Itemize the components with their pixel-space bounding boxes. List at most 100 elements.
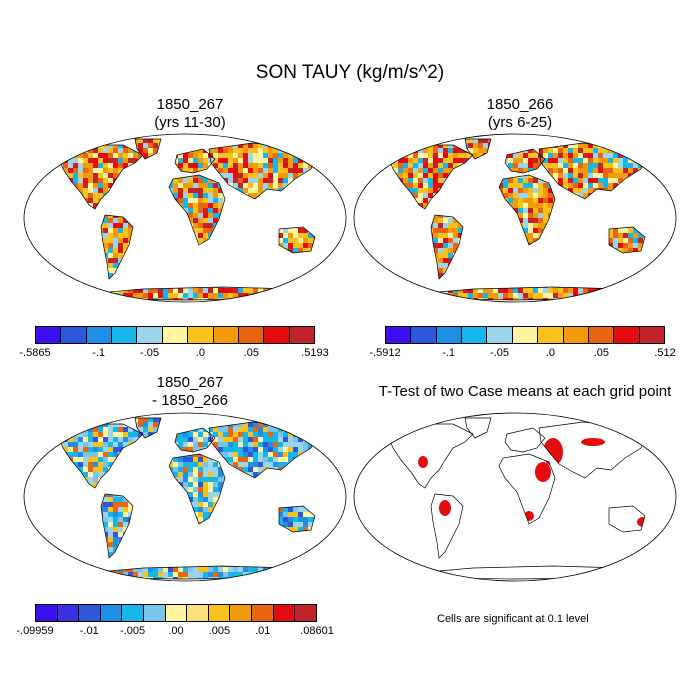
coastline [608,505,646,533]
colorbar-box [144,605,166,621]
colorbar-tick-label: .5193 [301,347,329,359]
colorbar-box [487,327,513,343]
colorbar-tick-label: .08601 [300,625,334,637]
panel-title-line2: - 1850_266 [152,392,228,409]
figure-title: SON TAUY (kg/m/s^2) [255,62,445,83]
colorbar-box [538,327,564,343]
colorbar-box [639,327,664,343]
panel-title-line2: (yrs 6-25) [487,114,553,131]
significant-cells [535,462,551,482]
colorbar-tick-label: .00 [168,625,184,637]
map-ttest [353,412,677,582]
map-difference [23,412,347,582]
coastline [58,144,144,210]
colorbar-box [213,327,239,343]
colorbar-tick-label: .01 [255,625,271,637]
colorbar-tick-label: .512 [654,347,676,359]
colorbar-boxes [35,326,315,344]
coastline [100,493,134,559]
colorbar-box [162,327,189,343]
colorbar-tick-label: .0 [545,347,556,359]
colorbar-box [252,605,274,621]
coastline [134,138,162,160]
colorbar-box [79,605,101,621]
colorbar-box [462,327,488,343]
colorbar-box [208,605,231,621]
colorbar-tick-label: -.1 [442,347,456,359]
colorbar-tick-label: -.05 [490,347,510,359]
colorbar-tick-label: .0 [195,347,206,359]
coastline [58,423,144,489]
panel-title-difference: 1850_267 - 1850_266 [25,374,355,410]
coastline [168,174,226,246]
colorbar-tick-label: .05 [593,347,610,359]
significant-cells [439,500,451,516]
colorbar-boxes [385,326,665,344]
coastline [498,174,556,246]
colorbar-tick-label: -.09959 [16,625,54,637]
colorbar-labels: -.09959 -.01 -.005 .00 .005 .01 .08601 [16,622,333,638]
coastline [464,138,492,160]
colorbar-box [57,605,80,621]
colorbar-box [112,327,138,343]
colorbar-tick-label: -.05 [140,347,160,359]
panel-title-line2: (yrs 11-30) [154,114,226,131]
colorbar-box [122,605,145,621]
colorbar-difference: -.09959 -.01 -.005 .00 .005 .01 .08601 [16,604,334,637]
coastline [168,453,226,525]
coastline [504,427,546,453]
colorbar-box [36,327,62,343]
data-field [418,438,647,577]
colorbar-boxes [35,604,317,622]
map-case1 [23,133,347,303]
coastline [174,427,216,453]
coastline [388,144,474,210]
coastline [498,453,556,525]
colorbar-box [588,327,615,343]
coastline [608,226,646,254]
colorbar-box [100,605,123,621]
colorbar-box [295,605,316,621]
coastline [504,148,546,174]
colorbar-tick-label: -.1 [92,347,106,359]
colorbar-tick-label: .05 [243,347,260,359]
colorbar-box [165,605,188,621]
significant-cells [418,456,428,468]
coastline [464,417,492,439]
colorbar-case2: -.5912 -.1 -.05 .0 .05 .512 [369,326,676,359]
colorbar-box [61,327,87,343]
colorbar-tick-label: -.01 [79,625,99,637]
colorbar-tick-label: .005 [208,625,231,637]
colorbar-box [36,605,58,621]
colorbar-box [187,605,209,621]
map-case2 [353,133,677,303]
colorbar-box [86,327,113,343]
significant-cells [543,438,563,466]
coastline [100,214,134,280]
colorbar-box [264,327,290,343]
significant-cells [581,438,605,446]
coastline [404,565,644,580]
colorbar-box [230,605,253,621]
colorbar-box [411,327,437,343]
coastline [174,148,216,174]
panel-title-case1: 1850_267 (yrs 11-30) [25,96,355,132]
map-border [353,412,677,582]
significance-note: Cells are significant at 0.1 level [437,613,589,625]
colorbar-labels: -.5865 -.1 -.05 .0 .05 .5193 [19,344,328,360]
colorbar-labels: -.5912 -.1 -.05 .0 .05 .512 [369,344,675,360]
significant-cells [593,571,613,577]
coastline [388,423,474,489]
colorbar-case1: -.5865 -.1 -.05 .0 .05 .5193 [19,326,329,359]
significant-cells [524,511,534,521]
colorbar-tick-label: -.5912 [369,347,401,359]
colorbar-box [436,327,463,343]
coastline [278,226,316,254]
panel-title-line1: 1850_267 [156,374,224,391]
map-border [23,412,347,582]
coastline [134,417,162,439]
colorbar-box [289,327,314,343]
map-border [353,133,677,303]
panel-title-line1: 1850_267 [156,96,224,113]
colorbar-box [273,605,296,621]
